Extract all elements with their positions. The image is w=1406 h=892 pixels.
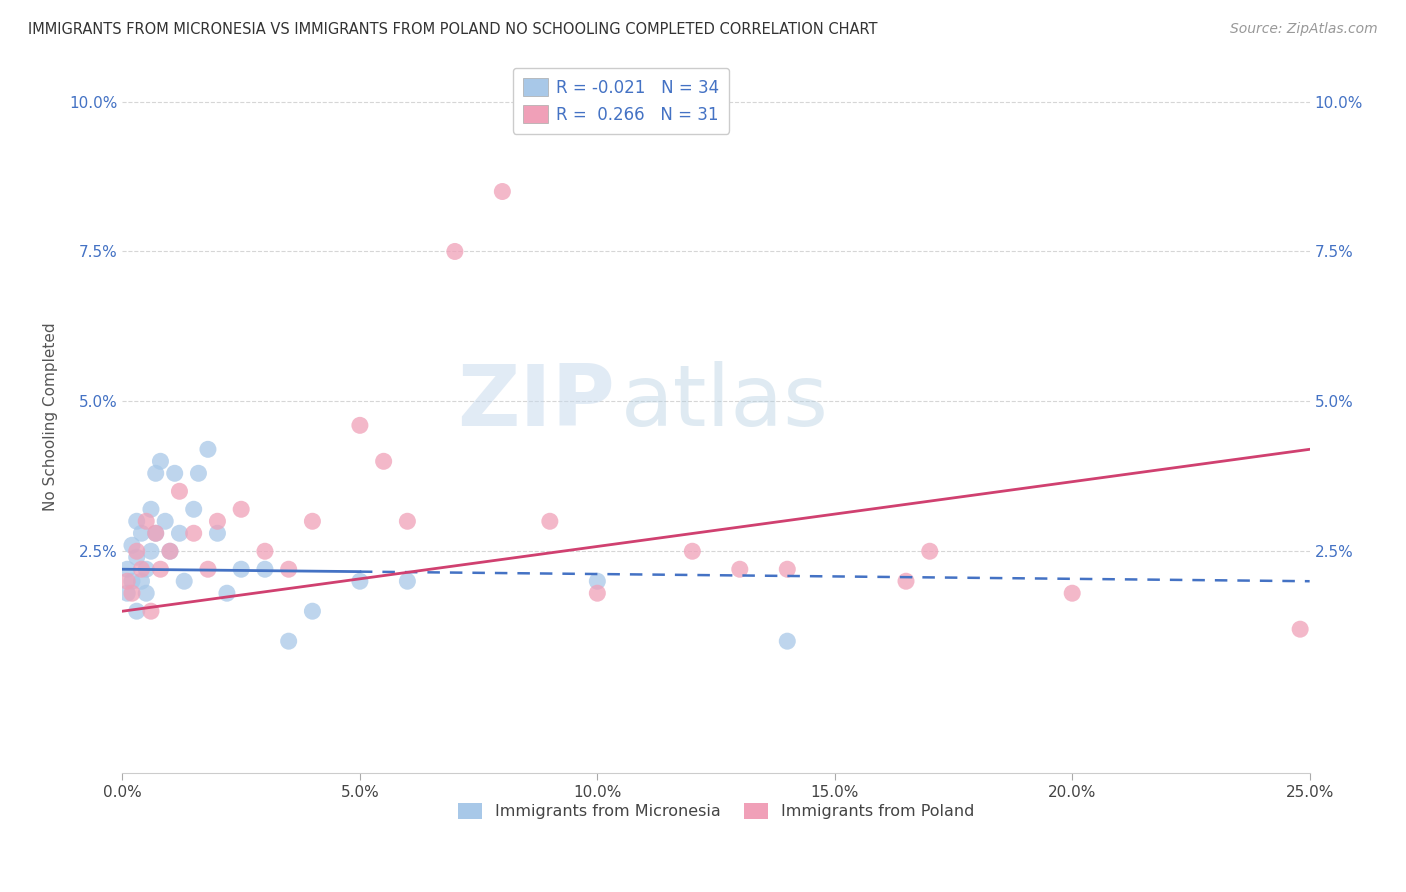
Point [894,574,917,589]
Point [444,244,467,259]
Point [131,526,153,541]
Point [776,634,799,648]
Point [149,454,172,468]
Point [538,514,561,528]
Point [173,574,195,589]
Point [131,562,153,576]
Point [187,467,209,481]
Point [145,467,167,481]
Point [776,562,799,576]
Point [115,586,138,600]
Legend: Immigrants from Micronesia, Immigrants from Poland: Immigrants from Micronesia, Immigrants f… [451,797,981,826]
Point [149,562,172,576]
Point [183,502,205,516]
Point [125,604,148,618]
Point [135,514,157,528]
Point [131,574,153,589]
Point [277,562,299,576]
Point [121,586,143,600]
Point [121,574,143,589]
Point [139,604,162,618]
Point [115,574,138,589]
Point [349,418,371,433]
Point [586,574,609,589]
Point [681,544,703,558]
Point [159,544,181,558]
Point [197,562,219,576]
Point [231,502,253,516]
Text: ZIP: ZIP [457,360,616,443]
Y-axis label: No Schooling Completed: No Schooling Completed [44,322,58,510]
Point [159,544,181,558]
Point [918,544,941,558]
Point [155,514,177,528]
Point [491,185,513,199]
Point [215,586,238,600]
Text: IMMIGRANTS FROM MICRONESIA VS IMMIGRANTS FROM POLAND NO SCHOOLING COMPLETED CORR: IMMIGRANTS FROM MICRONESIA VS IMMIGRANTS… [28,22,877,37]
Point [125,550,148,565]
Point [145,526,167,541]
Point [253,562,276,576]
Point [396,514,419,528]
Point [183,526,205,541]
Point [728,562,751,576]
Point [139,544,162,558]
Point [139,502,162,516]
Text: Source: ZipAtlas.com: Source: ZipAtlas.com [1230,22,1378,37]
Point [207,526,229,541]
Point [125,514,148,528]
Point [169,484,191,499]
Point [277,634,299,648]
Point [207,514,229,528]
Point [396,574,419,589]
Point [231,562,253,576]
Text: atlas: atlas [621,360,830,443]
Point [121,538,143,552]
Point [169,526,191,541]
Point [197,442,219,457]
Point [1289,622,1312,636]
Point [301,514,323,528]
Point [163,467,186,481]
Point [125,544,148,558]
Point [349,574,371,589]
Point [135,586,157,600]
Point [373,454,395,468]
Point [1062,586,1084,600]
Point [145,526,167,541]
Point [301,604,323,618]
Point [586,586,609,600]
Point [253,544,276,558]
Point [135,562,157,576]
Point [115,562,138,576]
